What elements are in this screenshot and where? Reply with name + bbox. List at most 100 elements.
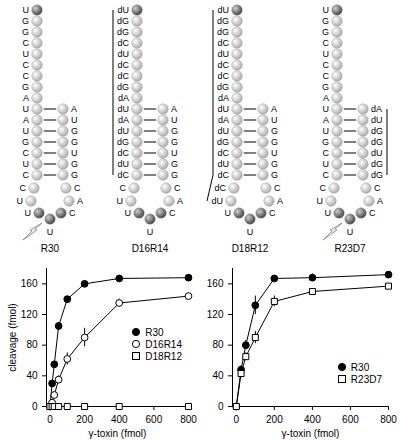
svg-text:C: C	[323, 148, 330, 158]
svg-text:dU: dU	[217, 49, 229, 59]
svg-text:800: 800	[180, 414, 197, 425]
svg-text:γ-toxin (fmol): γ-toxin (fmol)	[282, 428, 340, 439]
svg-text:C: C	[174, 183, 181, 193]
svg-text:A: A	[323, 93, 329, 103]
svg-text:U: U	[323, 49, 330, 59]
svg-text:U: U	[17, 196, 24, 206]
svg-text:dG: dG	[371, 170, 383, 180]
svg-text:C: C	[69, 208, 76, 218]
svg-text:U: U	[347, 227, 354, 237]
svg-text:C: C	[74, 183, 81, 193]
svg-text:dU: dU	[371, 148, 383, 158]
svg-text:G: G	[271, 137, 278, 147]
svg-text:dC: dC	[117, 148, 129, 158]
svg-text:dC: dC	[117, 71, 129, 81]
svg-text:0: 0	[32, 401, 38, 412]
svg-text:G: G	[271, 170, 278, 180]
svg-text:C: C	[369, 208, 376, 218]
svg-text:G: G	[322, 27, 329, 37]
svg-text:dG: dG	[371, 159, 383, 169]
svg-text:dU: dU	[117, 104, 129, 114]
svg-text:U: U	[271, 148, 278, 158]
svg-text:U: U	[23, 104, 30, 114]
svg-text:G: G	[22, 16, 29, 26]
svg-text:U: U	[23, 159, 30, 169]
svg-text:U: U	[225, 208, 232, 218]
svg-text:A: A	[377, 196, 383, 206]
svg-text:G: G	[71, 170, 78, 180]
svg-text:U: U	[323, 5, 330, 15]
svg-text:dC: dC	[117, 170, 129, 180]
svg-text:dU: dU	[217, 159, 229, 169]
svg-text:C: C	[120, 183, 127, 193]
svg-text:160: 160	[21, 278, 38, 289]
svg-text:C: C	[20, 183, 27, 193]
svg-text:U: U	[25, 208, 32, 218]
svg-text:0: 0	[218, 401, 224, 412]
svg-text:600: 600	[342, 414, 359, 425]
svg-text:dG: dG	[217, 137, 229, 147]
svg-text:G: G	[71, 159, 78, 169]
svg-text:dU: dU	[117, 126, 129, 136]
svg-text:dG: dG	[217, 16, 229, 26]
svg-text:dU: dU	[117, 159, 129, 169]
svg-text:U: U	[23, 126, 30, 136]
svg-text:dA: dA	[218, 93, 229, 103]
svg-text:A: A	[271, 104, 277, 114]
svg-text:dC: dC	[217, 170, 229, 180]
svg-text:R30: R30	[41, 243, 60, 254]
svg-text:U: U	[317, 196, 324, 206]
svg-text:U: U	[171, 148, 178, 158]
svg-text:C: C	[23, 71, 30, 81]
svg-text:dG: dG	[371, 137, 383, 147]
svg-text:dA: dA	[118, 115, 129, 125]
svg-text:A: A	[23, 93, 29, 103]
svg-text:dU: dU	[371, 115, 383, 125]
svg-text:dG: dG	[117, 82, 129, 92]
svg-text:160: 160	[207, 278, 224, 289]
svg-text:80: 80	[26, 339, 38, 350]
svg-text:G: G	[322, 16, 329, 26]
svg-text:G: G	[22, 82, 29, 92]
svg-text:D16R14: D16R14	[132, 243, 169, 254]
svg-text:dU: dU	[217, 5, 229, 15]
svg-text:dU: dU	[217, 104, 229, 114]
svg-text:U: U	[323, 126, 330, 136]
svg-text:U: U	[247, 227, 254, 237]
svg-text:C: C	[169, 208, 176, 218]
svg-text:A: A	[77, 196, 83, 206]
svg-text:40: 40	[212, 370, 224, 381]
svg-text:dA: dA	[118, 93, 129, 103]
svg-text:0: 0	[234, 414, 240, 425]
svg-text:dC: dC	[117, 38, 129, 48]
svg-text:A: A	[23, 115, 29, 125]
svg-text:200: 200	[266, 414, 283, 425]
svg-text:U: U	[125, 208, 132, 218]
svg-text:dA: dA	[218, 115, 229, 125]
svg-text:600: 600	[146, 414, 163, 425]
svg-text:D18R12: D18R12	[232, 243, 269, 254]
svg-text:A: A	[323, 115, 329, 125]
svg-text:G: G	[271, 126, 278, 136]
svg-text:G: G	[171, 170, 178, 180]
svg-text:U: U	[23, 5, 30, 15]
svg-text:G: G	[322, 137, 329, 147]
svg-text:C: C	[23, 60, 30, 70]
svg-text:80: 80	[212, 339, 224, 350]
svg-text:dG: dG	[117, 27, 129, 37]
svg-text:U: U	[271, 115, 278, 125]
svg-text:dG: dG	[217, 27, 229, 37]
svg-text:G: G	[171, 126, 178, 136]
svg-text:U: U	[147, 227, 154, 237]
svg-text:G: G	[171, 159, 178, 169]
svg-text:G: G	[71, 126, 78, 136]
svg-text:U: U	[71, 115, 78, 125]
svg-text:C: C	[23, 170, 30, 180]
svg-text:G: G	[22, 27, 29, 37]
svg-text:120: 120	[21, 309, 38, 320]
svg-text:U: U	[323, 159, 330, 169]
svg-text:dG: dG	[117, 16, 129, 26]
svg-text:A: A	[71, 104, 77, 114]
svg-text:dG: dG	[117, 137, 129, 147]
svg-text:dC: dC	[214, 183, 226, 193]
